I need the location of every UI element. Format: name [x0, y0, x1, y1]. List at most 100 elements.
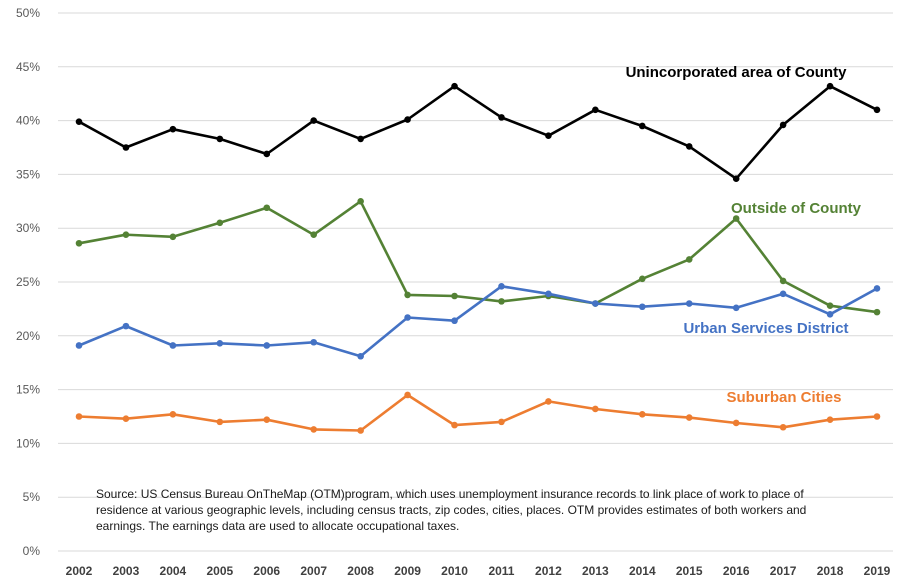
series-label: Outside of County [731, 200, 862, 217]
data-point [357, 135, 364, 143]
data-point [638, 303, 646, 311]
data-point [169, 411, 177, 418]
data-point [873, 308, 881, 316]
series-label: Suburban Cities [726, 389, 841, 406]
x-tick-label: 2019 [864, 564, 891, 578]
data-point [498, 418, 505, 426]
data-point [545, 290, 552, 298]
data-point [545, 398, 552, 405]
data-point [873, 413, 881, 420]
data-point [451, 421, 458, 429]
data-point [592, 106, 599, 114]
y-axis-tick-labels: 0% 5% 10% 15% 20% 25% 30% 35% 40% 45% 50% [16, 6, 40, 558]
series-label: Unincorporated area of County [626, 64, 848, 81]
series-path [78, 200, 878, 314]
data-point [826, 310, 834, 318]
data-point [451, 292, 458, 300]
x-tick-label: 2015 [676, 564, 703, 578]
data-point [404, 116, 411, 123]
x-tick-label: 2012 [535, 564, 562, 578]
data-point [592, 300, 599, 307]
y-tick-label: 10% [16, 436, 40, 450]
data-point [451, 82, 458, 90]
x-tick-label: 2007 [300, 564, 327, 578]
series-label: Urban Services District [683, 320, 848, 337]
data-point [732, 215, 740, 222]
data-point [826, 82, 834, 90]
x-tick-label: 2008 [347, 564, 374, 578]
data-point [310, 231, 318, 238]
data-point [592, 405, 599, 413]
data-point [357, 352, 364, 360]
x-tick-label: 2017 [770, 564, 797, 578]
series-line [75, 82, 881, 183]
data-point [75, 118, 83, 125]
data-point [638, 275, 646, 283]
data-point [498, 283, 505, 290]
data-point [779, 290, 787, 298]
data-point [732, 304, 740, 312]
data-point [169, 233, 177, 241]
series-path [78, 84, 878, 180]
data-point [216, 418, 224, 426]
data-point [310, 338, 318, 346]
gridlines [58, 12, 893, 552]
data-point [685, 300, 693, 307]
data-point [310, 117, 318, 124]
data-point [122, 144, 130, 151]
data-point [357, 198, 364, 205]
data-point [263, 150, 271, 158]
y-tick-label: 50% [16, 6, 40, 20]
data-point [498, 114, 505, 121]
x-tick-label: 2016 [723, 564, 750, 578]
x-tick-label: 2005 [206, 564, 233, 578]
y-tick-label: 45% [16, 60, 40, 74]
series-lines [75, 82, 881, 434]
x-tick-label: 2003 [113, 564, 140, 578]
data-point [75, 342, 83, 349]
x-tick-label: 2010 [441, 564, 468, 578]
series-path [78, 393, 878, 432]
data-point [216, 219, 224, 227]
x-tick-label: 2014 [629, 564, 656, 578]
data-point [545, 132, 552, 139]
series-line [75, 198, 881, 316]
data-point [122, 231, 130, 238]
data-point [75, 413, 83, 420]
y-tick-label: 40% [16, 114, 40, 128]
data-point [263, 204, 271, 212]
data-point [216, 340, 224, 347]
data-point [685, 143, 693, 150]
data-point [873, 106, 881, 114]
y-tick-label: 25% [16, 275, 40, 289]
data-point [169, 125, 177, 133]
x-tick-label: 2013 [582, 564, 609, 578]
data-point [685, 256, 693, 263]
data-point [685, 414, 693, 421]
data-point [216, 135, 224, 143]
data-point [357, 427, 364, 434]
data-point [404, 314, 411, 321]
x-tick-label: 2004 [160, 564, 187, 578]
data-point [873, 285, 881, 292]
x-axis-tick-labels: 2002 2003 2004 2005 2006 2007 2008 2009 2010 2011… [66, 564, 891, 578]
data-point [779, 277, 787, 285]
x-tick-label: 2011 [488, 564, 514, 578]
data-point [122, 322, 130, 330]
data-point [122, 415, 130, 422]
y-tick-label: 5% [23, 490, 41, 504]
x-tick-label: 2006 [253, 564, 280, 578]
data-point [826, 416, 834, 424]
y-tick-label: 0% [23, 544, 41, 558]
data-point [263, 342, 271, 349]
data-point [638, 122, 646, 130]
y-tick-label: 35% [16, 167, 40, 181]
data-point [779, 423, 787, 431]
data-point [732, 175, 740, 183]
series-path [78, 284, 878, 358]
data-point [498, 298, 505, 305]
series-line [75, 283, 881, 360]
data-point [263, 416, 271, 424]
source-note: Source: US Census Bureau OnTheMap (OTM)p… [96, 487, 807, 533]
